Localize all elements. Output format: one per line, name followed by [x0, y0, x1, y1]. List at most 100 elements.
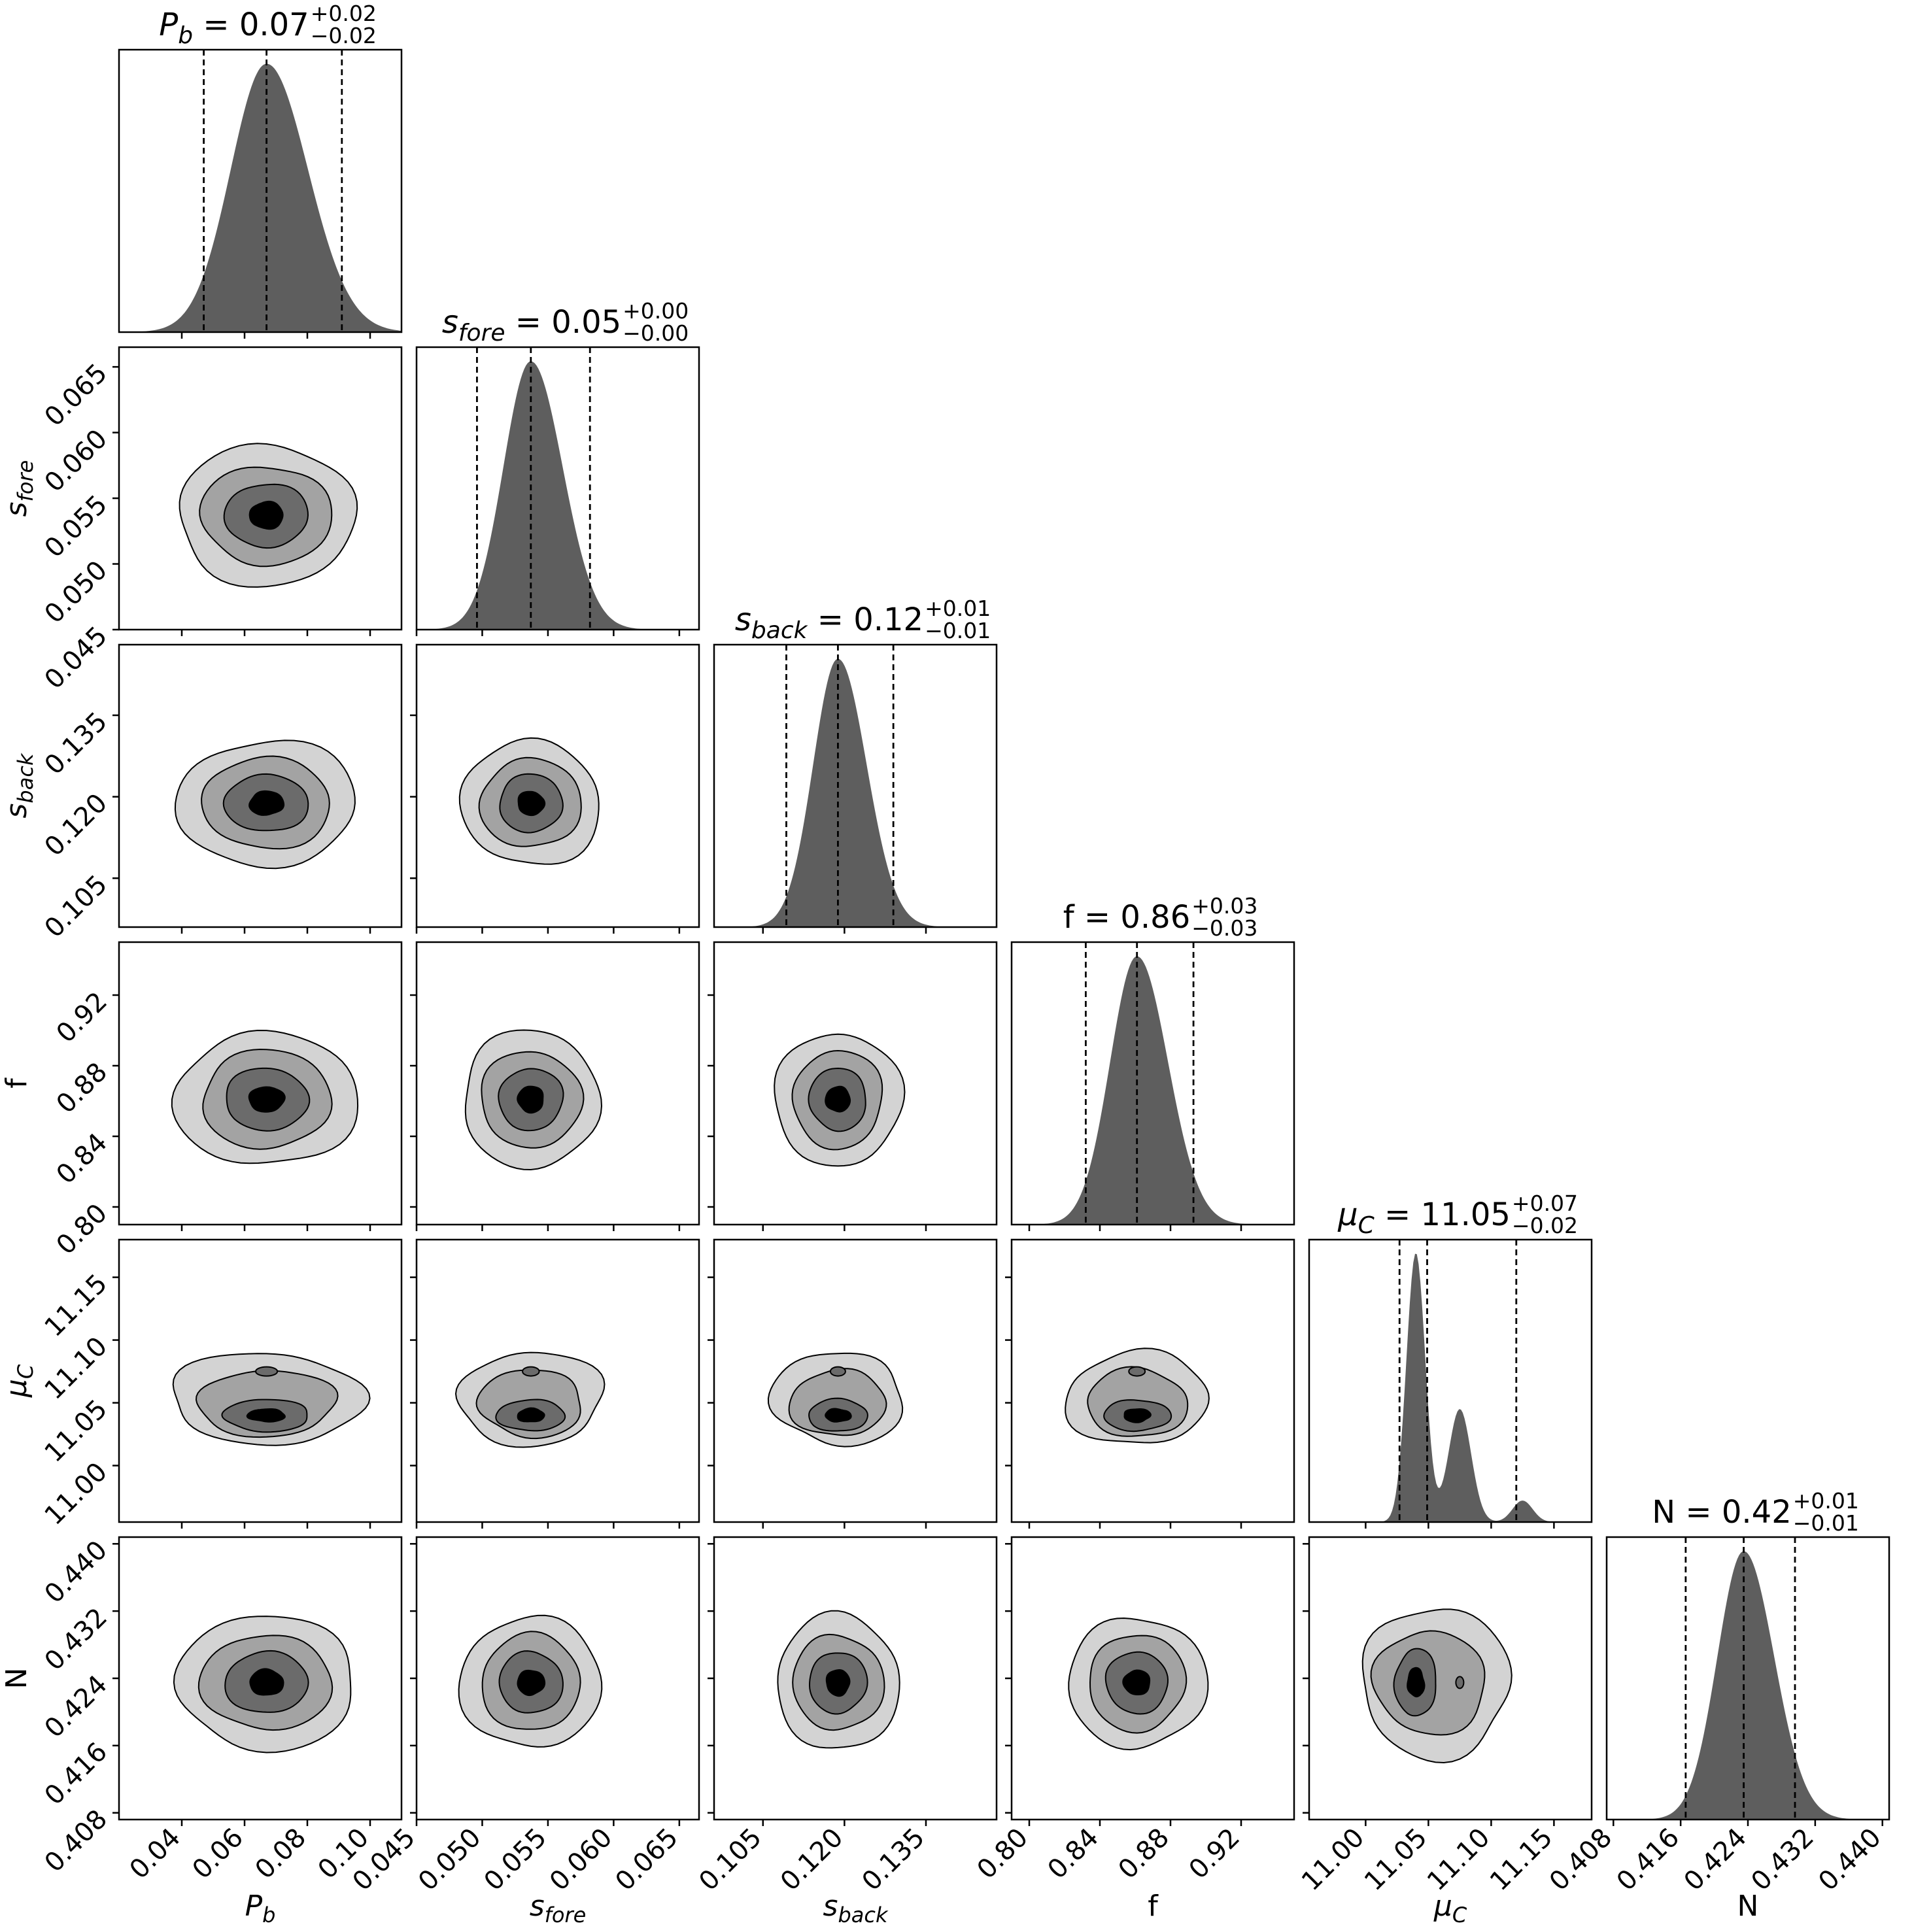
y-tick-label-s_fore: 0.045	[39, 621, 114, 696]
svg-text:μC = 11.05: μC = 11.05	[1337, 1196, 1511, 1239]
panel-frame	[415, 346, 700, 631]
y-tick-label-mu_C: 11.15	[39, 1268, 114, 1343]
y-tick-label-f: 0.88	[51, 1057, 114, 1120]
panel-mu_C-hist: μC = 11.05 +0.07−0.02	[1308, 1191, 1593, 1529]
x-tick-label-P_b: 0.04	[124, 1823, 187, 1886]
contour-level-4	[517, 1669, 546, 1697]
panel-frame	[118, 48, 403, 333]
title-plus-s_fore: +0.00	[623, 298, 689, 324]
x-axis-label-P_b: Pb	[245, 1890, 276, 1927]
y-tick-label-N: 0.416	[39, 1737, 114, 1811]
histogram-mu_C	[1309, 1253, 1592, 1522]
x-tick-label-f: 0.88	[1113, 1823, 1176, 1886]
panel-frame	[118, 1238, 403, 1523]
panel-s_back-vs-mu_C	[708, 1238, 998, 1529]
y-tick-label-N: 0.424	[39, 1670, 114, 1744]
contour-level-4	[825, 1408, 852, 1423]
x-tick-label-mu_C: 11.00	[1296, 1823, 1371, 1897]
panel-f-hist: f = 0.86 +0.03−0.03	[1010, 893, 1295, 1231]
svg-text:sback = 0.12: sback = 0.12	[735, 602, 923, 644]
x-tick-label-N: 0.432	[1745, 1823, 1820, 1897]
contour-level-4	[248, 790, 285, 816]
y-tick-label-f: 0.80	[51, 1198, 114, 1261]
x-tick-label-f: 0.92	[1184, 1823, 1246, 1886]
panel-frame	[1010, 941, 1295, 1226]
panel-s_back-vs-f	[708, 941, 998, 1231]
svg-text:f = 0.86: f = 0.86	[1063, 899, 1191, 936]
contour-level-4	[1123, 1408, 1152, 1423]
title-minus-s_fore: −0.00	[623, 320, 689, 346]
contour-secondary-peak	[1128, 1366, 1146, 1377]
y-axis-label-N: N	[0, 1668, 33, 1689]
contour-level-4	[517, 790, 546, 817]
y-tick-label-s_back: 0.120	[39, 788, 114, 862]
panel-frame	[713, 643, 998, 928]
panel-frame	[415, 941, 700, 1226]
y-tick-label-N: 0.408	[39, 1804, 114, 1878]
histogram-N	[1607, 1551, 1889, 1820]
y-tick-label-N: 0.432	[39, 1602, 114, 1677]
contour-secondary-peak	[1455, 1676, 1465, 1689]
title-N: N = 0.42 +0.01−0.01	[1652, 1488, 1859, 1536]
histogram-s_back	[714, 658, 997, 927]
title-s_fore: sfore = 0.05 +0.00−0.00	[442, 298, 689, 347]
x-tick-label-s_back: 0.135	[857, 1823, 931, 1897]
panel-s_back-hist: sback = 0.12 +0.01−0.01	[713, 596, 998, 934]
panel-P_b-vs-f: 0.80 0.84 0.88 0.92	[51, 941, 403, 1261]
x-axis-label-s_fore: sfore	[530, 1890, 587, 1927]
panel-frame	[713, 1238, 998, 1523]
y-tick-label-mu_C: 11.00	[39, 1457, 114, 1531]
panel-frame	[118, 941, 403, 1226]
panel-frame	[415, 643, 700, 928]
contour-level-4	[517, 1085, 544, 1114]
x-tick-label-mu_C: 11.10	[1422, 1823, 1496, 1897]
x-tick-label-s_fore: 0.065	[609, 1823, 684, 1897]
contour-level-4	[248, 1086, 286, 1113]
contour-level-4	[1122, 1669, 1151, 1695]
panel-frame	[1308, 1238, 1593, 1523]
title-f: f = 0.86 +0.03−0.03	[1063, 893, 1258, 941]
panel-s_fore-hist: sfore = 0.05 +0.00−0.00	[415, 298, 700, 636]
x-tick-label-N: 0.416	[1611, 1823, 1686, 1897]
x-tick-label-mu_C: 11.05	[1359, 1823, 1433, 1897]
contour-level-4	[825, 1669, 851, 1697]
x-tick-label-f: 0.80	[972, 1823, 1034, 1886]
x-tick-label-s_back: 0.120	[775, 1823, 849, 1897]
panel-s_fore-vs-f	[410, 941, 700, 1231]
title-mu_C: μC = 11.05 +0.07−0.02	[1337, 1191, 1578, 1239]
histogram-f	[1012, 956, 1294, 1225]
title-plus-mu_C: +0.07	[1512, 1191, 1578, 1216]
x-axis-label-f: f	[1148, 1890, 1159, 1923]
panel-s_fore-vs-mu_C	[410, 1238, 700, 1529]
panel-frame	[118, 346, 403, 631]
x-tick-label-s_fore: 0.050	[413, 1823, 487, 1897]
panel-frame	[1010, 1238, 1295, 1523]
y-tick-label-mu_C: 11.10	[39, 1331, 114, 1406]
x-tick-label-f: 0.84	[1042, 1823, 1105, 1886]
y-tick-label-s_fore: 0.060	[39, 424, 114, 498]
y-tick-label-s_back: 0.105	[39, 870, 114, 944]
x-tick-label-s_fore: 0.060	[544, 1823, 619, 1897]
x-axis-label-mu_C: μC	[1433, 1890, 1467, 1927]
contour-level-4	[1407, 1667, 1426, 1698]
y-tick-label-N: 0.440	[39, 1535, 114, 1610]
title-minus-N: −0.01	[1793, 1510, 1859, 1536]
x-tick-label-s_back: 0.105	[693, 1823, 768, 1897]
contour-level-4	[246, 1408, 286, 1423]
contour-level-4	[825, 1085, 851, 1113]
panel-s_back-vs-N: 0.105 0.120 0.135	[693, 1536, 998, 1897]
histogram-P_b	[119, 63, 402, 332]
x-tick-label-s_fore: 0.055	[478, 1823, 553, 1897]
contour-level-4	[249, 1668, 284, 1696]
title-minus-f: −0.03	[1191, 915, 1257, 941]
y-tick-label-f: 0.84	[51, 1128, 114, 1191]
panel-N-hist: N = 0.42 +0.01−0.01 0.4080.4160.4240.4320.…	[1544, 1488, 1890, 1897]
contour-secondary-peak	[829, 1366, 846, 1377]
y-tick-label-s_fore: 0.055	[39, 490, 114, 564]
title-P_b: Pb = 0.07 +0.02−0.02	[159, 1, 377, 49]
title-plus-P_b: +0.02	[311, 1, 377, 26]
